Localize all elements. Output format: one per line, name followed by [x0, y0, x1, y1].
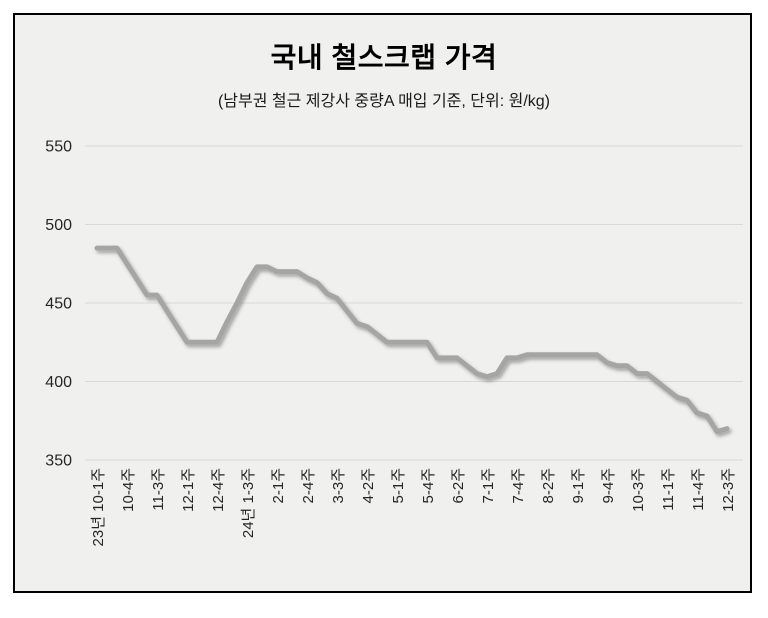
x-axis-tick-label: 11-4주 — [690, 468, 707, 511]
y-axis-tick-label: 400 — [45, 374, 72, 391]
x-axis-tick-label: 2-4주 — [300, 468, 317, 503]
y-axis-tick-label: 500 — [45, 217, 72, 234]
x-axis-tick-label: 5-4주 — [420, 468, 437, 503]
x-axis-tick-label: 10-4주 — [120, 468, 137, 512]
chart-subtitle: (남부권 철근 제강사 중량A 매입 기준, 단위: 원/kg) — [217, 93, 551, 110]
x-axis-tick-label: 10-3주 — [630, 468, 647, 512]
y-axis-labels: 350 400 450 500 550 — [45, 139, 72, 470]
x-axis-tick-label: 12-4주 — [210, 468, 227, 512]
x-axis-tick-label: 5-1주 — [390, 468, 407, 503]
x-axis-tick-label: 9-4주 — [600, 468, 617, 503]
price-series — [94, 245, 730, 435]
y-axis-tick-label: 550 — [45, 139, 72, 156]
y-axis-tick-label: 350 — [45, 453, 72, 470]
price-series-line — [94, 245, 730, 435]
y-axis-tick-label: 450 — [45, 296, 72, 313]
gridlines — [85, 145, 743, 461]
x-axis-tick-label: 23년 10-1주 — [90, 468, 107, 546]
chart-title: 국내 철스크랩 가격 — [270, 42, 498, 73]
x-axis-tick-label: 2-1주 — [270, 468, 287, 503]
x-axis-tick-label: 11-3주 — [150, 468, 167, 511]
x-axis-tick-label: 4-2주 — [360, 468, 377, 503]
x-axis-tick-label: 9-1주 — [570, 468, 587, 503]
x-axis-tick-label: 12-1주 — [180, 468, 197, 512]
x-axis-tick-label: 24년 1-3주 — [240, 468, 257, 538]
x-axis-tick-label: 7-4주 — [510, 468, 527, 503]
x-axis-tick-label: 11-1주 — [660, 468, 677, 511]
x-axis-tick-label: 3-3주 — [330, 468, 347, 503]
x-axis-tick-label: 7-1주 — [480, 468, 497, 503]
x-axis-labels: 23년 10-1주 10-4주 11-3주 12-1주 12-4주 24년 1-3주 2-1… — [90, 468, 737, 546]
x-axis-tick-label: 6-2주 — [450, 468, 467, 503]
x-axis-tick-label: 8-2주 — [540, 468, 557, 503]
x-axis-tick-label: 12-3주 — [720, 468, 737, 512]
